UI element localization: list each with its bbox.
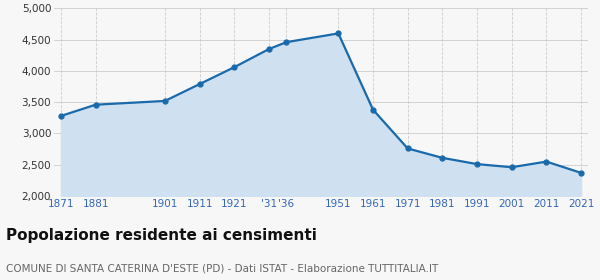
Text: COMUNE DI SANTA CATERINA D'ESTE (PD) - Dati ISTAT - Elaborazione TUTTITALIA.IT: COMUNE DI SANTA CATERINA D'ESTE (PD) - D… [6, 263, 438, 273]
Text: Popolazione residente ai censimenti: Popolazione residente ai censimenti [6, 228, 317, 243]
